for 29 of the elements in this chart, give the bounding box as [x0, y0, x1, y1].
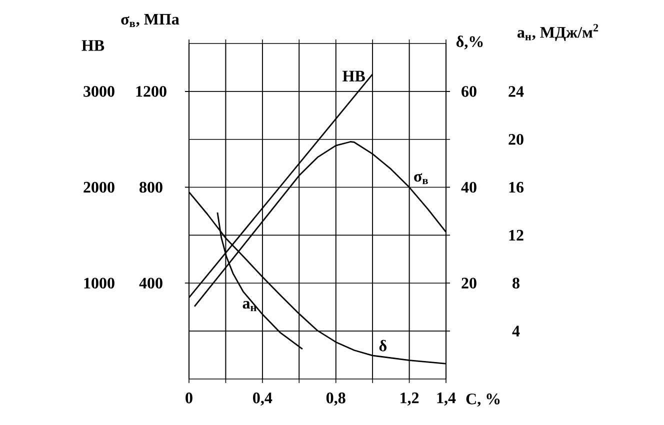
y2-tick-label: 1200 — [136, 86, 166, 97]
y2-tick-label: 800 — [140, 182, 162, 193]
y2-tick-label: 400 — [139, 278, 162, 289]
y-tick-label: 40 — [461, 182, 476, 193]
x-tick-label: 0,8 — [326, 392, 346, 406]
y-axis-title: НВ — [82, 40, 104, 51]
x-tick-label: 0,4 — [253, 392, 272, 406]
y-tick-label: 20 — [462, 278, 476, 289]
series-label: a$_{н}$ — [242, 301, 256, 312]
y2-tick-label: 20 — [508, 134, 524, 145]
series-label: δ — [379, 340, 386, 352]
y-axis-title: δ,% — [456, 36, 483, 50]
x-tick-label: 0 — [186, 392, 192, 404]
y-tick-label: 60 — [462, 86, 476, 97]
y2-tick-label: 24 — [508, 86, 524, 97]
x-tick-label: 1,2 — [400, 392, 419, 406]
y2-axis-title: σ$_{в}$, МПа — [121, 14, 180, 28]
y2-tick-label: 4 — [512, 326, 520, 336]
y2-tick-label: 16 — [509, 182, 524, 193]
series-label: σ$_{в}$ — [414, 173, 428, 184]
y2-axis-title: a$_{н}$, МДж/м$^{2}$ — [517, 24, 598, 42]
x-tick-label: 1,4 — [437, 392, 456, 406]
series-label: НВ — [342, 70, 365, 82]
x-axis-title: C, % — [466, 394, 500, 407]
y-tick-label: 3000 — [84, 86, 114, 97]
y2-tick-label: 12 — [509, 230, 524, 241]
y-tick-label: 2000 — [84, 182, 114, 193]
y-tick-label: 1000 — [84, 278, 114, 289]
y2-tick-label: 8 — [512, 278, 520, 289]
